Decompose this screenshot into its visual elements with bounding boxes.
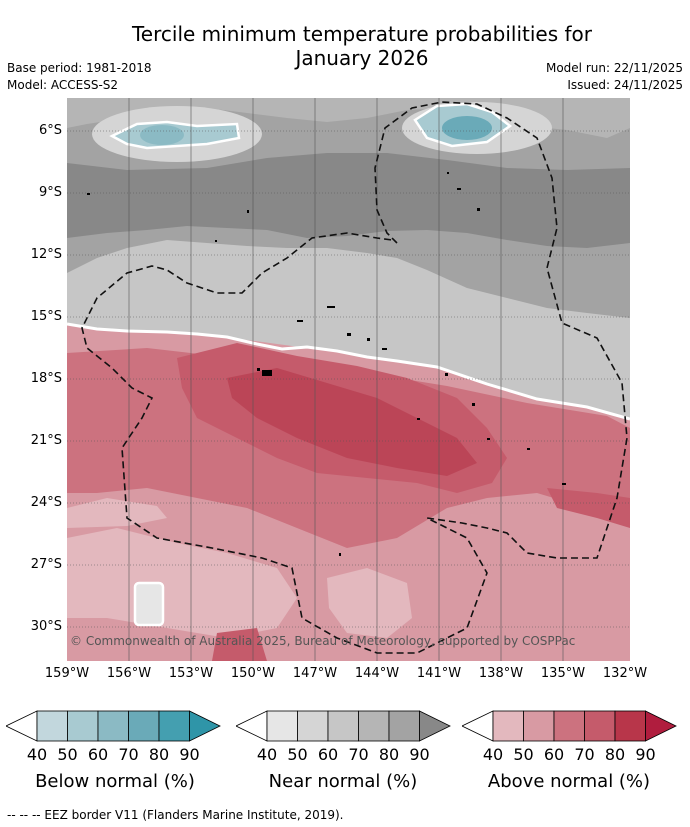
colorbar-below-swatch xyxy=(158,710,190,742)
lat-label: 12°S xyxy=(30,247,62,262)
colorbar-below-swatch xyxy=(97,710,129,742)
lat-label: 18°S xyxy=(30,371,62,386)
lat-label: 21°S xyxy=(30,433,62,448)
colorbar-above-high-arrow xyxy=(645,710,677,742)
lat-label: 15°S xyxy=(30,309,62,324)
near-normal-80 xyxy=(67,153,630,248)
colorbar-below-low-arrow xyxy=(6,710,38,742)
colorbar-below-swatch xyxy=(67,710,99,742)
colorbar-near-high-arrow xyxy=(419,710,451,742)
colorbar-above-title: Above normal (%) xyxy=(487,771,651,792)
colorbar-above-swatch xyxy=(553,710,585,742)
colorbar-below xyxy=(6,710,221,742)
above-normal-80 xyxy=(227,368,477,476)
lon-label: 138°W xyxy=(478,666,524,681)
lon-label: 153°W xyxy=(168,666,214,681)
lat-label: 24°S xyxy=(30,495,62,510)
lon-label: 159°W xyxy=(44,666,90,681)
colorbar-near-title: Near normal (%) xyxy=(268,771,418,792)
grid-lines xyxy=(67,98,630,661)
above-normal-40-band xyxy=(67,498,167,528)
tick-label: 70 xyxy=(574,745,595,764)
issued-date: Issued: 24/11/2025 xyxy=(567,78,683,92)
tick-label: 70 xyxy=(348,745,369,764)
colorbar-above-swatch xyxy=(523,710,555,742)
lon-label: 150°W xyxy=(230,666,276,681)
lon-label: 144°W xyxy=(354,666,400,681)
lat-label: 6°S xyxy=(38,123,62,138)
tick-label: 80 xyxy=(378,745,400,764)
above-normal-40-west xyxy=(67,528,297,638)
below-normal-core-west xyxy=(140,125,184,145)
colorbar-above xyxy=(462,710,677,742)
tick-label: 90 xyxy=(409,745,430,764)
colorbar-above-swatch xyxy=(492,710,524,742)
lon-label: 156°W xyxy=(106,666,152,681)
tick-label: 50 xyxy=(287,745,308,764)
colorbar-near-swatch xyxy=(358,710,390,742)
tick-label: 60 xyxy=(543,745,565,764)
colorbar-near-swatch xyxy=(388,710,420,742)
colorbar-near xyxy=(236,710,451,742)
colorbar-near-low-arrow xyxy=(236,710,268,742)
base-period: Base period: 1981-2018 xyxy=(7,61,152,75)
meta-left: Base period: 1981-2018 Model: ACCESS-S2 xyxy=(7,60,152,94)
colorbar-below-swatch xyxy=(36,710,68,742)
tick-label: 90 xyxy=(635,745,656,764)
title-line-1: Tercile minimum temperature probabilitie… xyxy=(131,22,593,46)
colorbar-near-swatch xyxy=(297,710,329,742)
tick-label: 50 xyxy=(57,745,78,764)
copyright-notice: © Commonwealth of Australia 2025, Bureau… xyxy=(70,634,576,648)
tercile-boundary xyxy=(67,322,630,421)
probability-map xyxy=(67,98,630,661)
meta-right: Model run: 22/11/2025 Issued: 24/11/2025 xyxy=(546,60,683,94)
colorbar-near-swatch xyxy=(266,710,298,742)
near-normal-island-patch xyxy=(133,581,165,627)
tick-label: 40 xyxy=(482,745,504,764)
lon-label: 135°W xyxy=(540,666,586,681)
lat-label: 9°S xyxy=(38,185,62,200)
tick-label: 40 xyxy=(26,745,48,764)
lat-label: 30°S xyxy=(30,619,62,634)
tick-label: 90 xyxy=(179,745,200,764)
colorbar-above-low-arrow xyxy=(462,710,494,742)
tick-label: 40 xyxy=(256,745,278,764)
colorbar-above-swatch xyxy=(584,710,616,742)
tick-label: 50 xyxy=(513,745,534,764)
map-title: Tercile minimum temperature probabilitie… xyxy=(0,22,690,70)
tick-label: 60 xyxy=(87,745,109,764)
tick-label: 70 xyxy=(118,745,139,764)
eez-borders xyxy=(81,101,628,654)
eez-legend-note: -- -- -- EEZ border V11 (Flanders Marine… xyxy=(7,808,344,822)
tick-label: 80 xyxy=(148,745,170,764)
colorbar-below-swatch xyxy=(128,710,160,742)
title-line-2: January 2026 xyxy=(295,46,429,70)
colorbar-near-swatch xyxy=(327,710,359,742)
model-run: Model run: 22/11/2025 xyxy=(545,61,683,75)
islands xyxy=(87,172,566,556)
colorbar-above-swatch xyxy=(614,710,646,742)
above-normal-70-east xyxy=(547,488,630,528)
above-normal-40-south xyxy=(327,568,412,638)
lon-label: 147°W xyxy=(292,666,338,681)
colorbar-below-title: Below normal (%) xyxy=(35,771,195,792)
lon-label: 132°W xyxy=(602,666,648,681)
tick-label: 80 xyxy=(604,745,626,764)
tick-label: 60 xyxy=(317,745,339,764)
lat-label: 27°S xyxy=(30,557,62,572)
colorbar-below-high-arrow xyxy=(189,710,221,742)
lon-label: 141°W xyxy=(416,666,462,681)
below-normal-core-east xyxy=(442,116,492,140)
model-name: Model: ACCESS-S2 xyxy=(7,78,119,92)
